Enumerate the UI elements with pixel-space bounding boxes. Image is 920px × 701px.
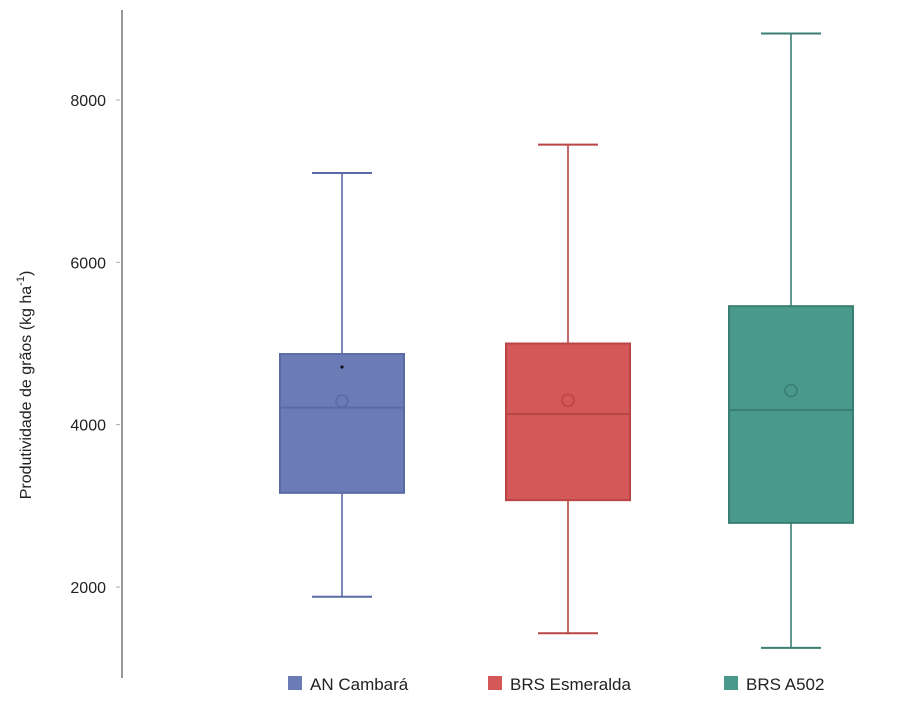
box-3 xyxy=(728,32,854,649)
legend-label: BRS A502 xyxy=(746,675,824,694)
mean-marker xyxy=(335,394,349,408)
y-tick-label: 8000 xyxy=(70,93,106,110)
y-axis-title-close: ) xyxy=(18,271,35,276)
y-tick-label: 6000 xyxy=(70,255,106,272)
y-tick-label: 4000 xyxy=(70,418,106,435)
mean-marker xyxy=(561,393,575,408)
iqr-box xyxy=(728,305,854,524)
box-series-group xyxy=(279,32,854,649)
iqr-box xyxy=(279,353,405,494)
y-axis-title-superscript: -1 xyxy=(15,276,27,286)
y-tick-label: 2000 xyxy=(70,580,106,597)
legend-label: AN Cambará xyxy=(310,675,409,694)
legend-label: BRS Esmeralda xyxy=(510,675,631,694)
mean-marker xyxy=(784,383,798,398)
box-1 xyxy=(279,172,405,598)
legend: AN Cambará BRS Esmeralda BRS A502 xyxy=(288,675,824,694)
y-axis-title-main: Produtividade de grãos (kg ha xyxy=(18,286,35,500)
legend-swatch xyxy=(288,676,302,690)
y-axis-title: Produtividade de grãos (kg ha-1) xyxy=(15,271,35,500)
y-axis-ticks: 2000 4000 6000 8000 xyxy=(70,93,120,597)
legend-swatch xyxy=(724,676,738,690)
outlier-point xyxy=(340,365,344,369)
box-2 xyxy=(505,143,631,635)
legend-swatch xyxy=(488,676,502,690)
iqr-box xyxy=(505,342,631,502)
